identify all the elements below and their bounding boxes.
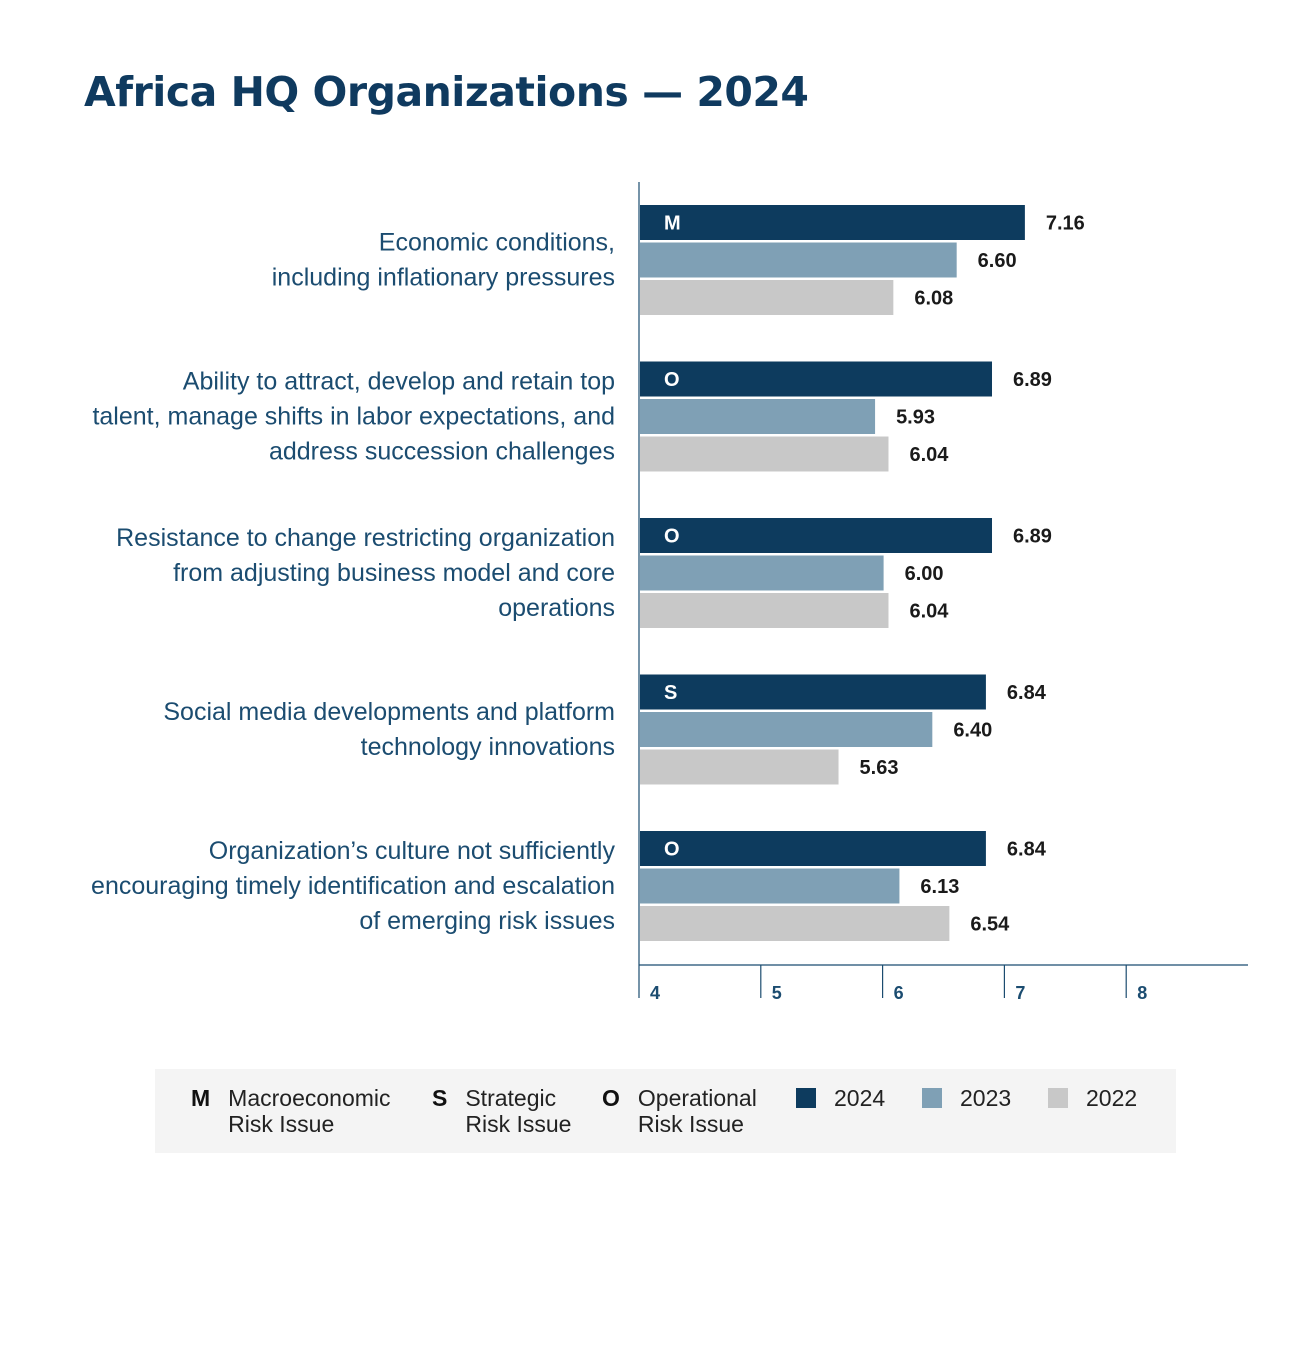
value-label-2023-group-2: 5.93 [896,407,935,429]
legend-swatch-2022 [1048,1088,1068,1108]
value-label-2022-group-3: 6.04 [909,601,949,623]
bar-2022-group-2 [640,436,889,472]
risk-code-label: S [664,682,677,704]
value-label-2024-group-1: 7.16 [1046,213,1085,235]
bar-2024-group-5 [640,831,986,866]
value-label-2024-group-2: 6.89 [1013,369,1052,391]
category-label-resistance-to-change-restricting-organization: Resistance to change restricting organiz… [116,524,615,622]
legend-swatch-2024 [796,1088,816,1108]
value-label-2022-group-5: 6.54 [970,914,1010,936]
legend-swatch-2023 [922,1088,942,1108]
value-label-2022-group-2: 6.04 [909,444,949,466]
bar-2022-group-3 [640,593,889,628]
legend-text: Strategic Risk Issue [465,1085,572,1137]
legend-item-strategic: S Strategic Risk Issue [432,1085,571,1137]
value-label-2023-group-5: 6.13 [920,876,959,898]
bar-2024-group-1 [640,205,1025,240]
category-label-social-media-developments-and-platform: Social media developments and platform te… [163,698,615,761]
value-label-2023-group-1: 6.60 [978,250,1017,272]
risk-code-label: O [664,526,680,548]
legend-text: Macroeconomic Risk Issue [228,1085,391,1137]
bar-chart: 4 5 6 7 8 Economic conditions, including infla… [91,182,1248,1003]
legend-item-2024: 2024 [796,1085,885,1111]
bar-2023-group-3 [640,555,884,591]
legend-text: Operational Risk Issue [637,1085,757,1137]
legend-code: O [602,1085,620,1111]
legend-item-operational: O Operational Risk Issue [602,1085,757,1137]
bar-2024-group-4 [640,674,986,710]
category-label-economic-conditions: Economic conditions, including inflationa… [272,229,615,292]
value-label-2022-group-4: 5.63 [860,757,899,779]
value-label-2024-group-3: 6.89 [1013,526,1052,548]
legend-code: M [191,1085,211,1111]
bar-2024-group-3 [640,518,993,553]
value-label-2024-group-5: 6.84 [1007,839,1047,861]
legend-year: 2024 [834,1085,886,1111]
x-tick-label: 8 [1137,983,1147,1003]
x-tick-label: 4 [650,983,660,1003]
x-tick-label: 7 [1015,983,1025,1003]
bar-2023-group-5 [640,868,900,904]
x-tick-label: 5 [772,983,782,1003]
value-label-2022-group-1: 6.08 [914,288,953,310]
x-tick-label: 6 [894,983,904,1003]
legend: M Macroeconomic Risk Issue S Strategic R… [155,1069,1176,1153]
value-label-2023-group-3: 6.00 [905,563,944,585]
bar-2022-group-1 [640,280,894,315]
legend-year: 2023 [960,1085,1012,1111]
legend-year: 2022 [1086,1085,1138,1111]
legend-item-2022: 2022 [1048,1085,1137,1111]
risk-code-label: O [664,369,680,391]
value-label-2024-group-4: 6.84 [1007,682,1047,704]
category-label-organization-s-culture-not-sufficiently: Organization’s culture not sufficiently e… [91,837,615,935]
bar-2022-group-5 [640,906,950,941]
value-label-2023-group-4: 6.40 [953,720,992,742]
legend-code: S [432,1085,448,1111]
legend-item-macroeconomic: M Macroeconomic Risk Issue [191,1085,391,1137]
bar-2024-group-2 [640,361,993,397]
risk-code-label: M [664,213,681,235]
bar-2023-group-1 [640,242,957,278]
bar-2023-group-4 [640,712,933,747]
category-label-ability-to-attract-develop-and-retain-top: Ability to attract, develop and retain t… [92,368,615,466]
risk-code-label: O [664,839,680,861]
chart-title: Africa HQ Organizations — 2024 [84,68,809,116]
legend-item-2023: 2023 [922,1085,1011,1111]
bar-2023-group-2 [640,399,876,434]
bar-2022-group-4 [640,749,839,785]
